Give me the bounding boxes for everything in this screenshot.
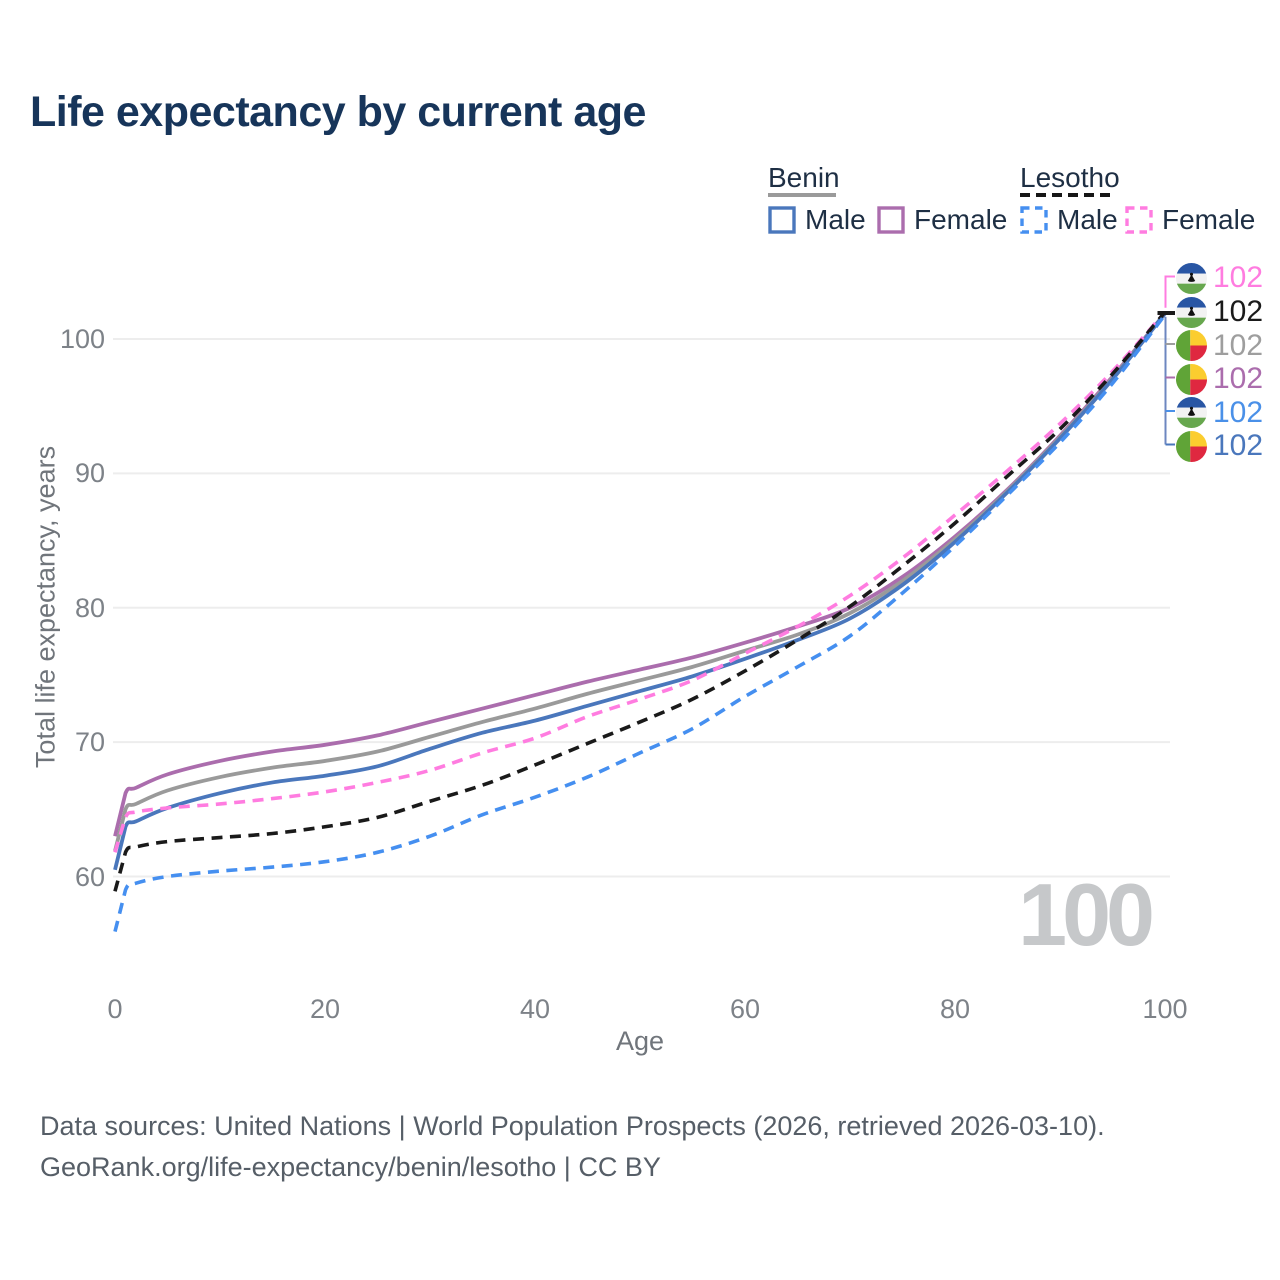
benin-male-swatch-icon[interactable] — [767, 205, 797, 235]
y-tick-label: 70 — [74, 727, 105, 758]
legend-item-benin-female[interactable]: Female — [876, 204, 1007, 236]
y-tick-label: 90 — [74, 458, 105, 489]
endpoint-value: 102 — [1213, 328, 1264, 362]
series-line-benin-male — [113, 312, 1167, 871]
legend-item-label: Female — [1162, 204, 1256, 235]
legend-country-lesotho: Lesotho — [1020, 162, 1120, 193]
legend-country-benin: Benin — [768, 162, 840, 193]
footer-attribution-line: GeoRank.org/life-expectancy/benin/lesoth… — [40, 1152, 661, 1182]
lesotho-male-swatch-icon[interactable] — [1019, 205, 1049, 235]
x-axis-title: Age — [615, 1026, 665, 1056]
footer-sources-line: Data sources: United Nations | World Pop… — [40, 1111, 1105, 1141]
y-tick-label: 80 — [74, 592, 105, 623]
footer: Data sources: United Nations | World Pop… — [40, 1106, 1105, 1188]
legend-underline-lesotho — [1020, 193, 1114, 197]
legend-item-label: Female — [914, 204, 1008, 235]
benin-flag-icon — [1176, 363, 1207, 395]
endpoint-value: 102 — [1213, 362, 1264, 395]
legend-item-lesotho-male[interactable]: Male — [1019, 204, 1118, 236]
endpoint-value: 102 — [1213, 395, 1264, 429]
endpoint-label-benin: 102 — [1176, 329, 1263, 363]
lesotho-female-swatch-icon[interactable] — [1124, 205, 1154, 235]
endpoint-label-lesotho-female: 102 — [1176, 261, 1263, 295]
x-tick-label: 100 — [1142, 994, 1188, 1024]
lesotho-flag-icon — [1176, 262, 1207, 294]
endpoint-label-benin-male: 102 — [1176, 429, 1263, 463]
age-watermark: 100 — [1018, 865, 1155, 964]
legend-underline-benin — [768, 193, 836, 197]
benin-female-swatch-icon[interactable] — [876, 205, 906, 235]
x-tick-label: 40 — [519, 994, 551, 1024]
benin-flag-icon — [1176, 430, 1207, 462]
series-line-lesotho-male — [113, 313, 1167, 933]
x-tick-label: 60 — [729, 994, 761, 1024]
lesotho-flag-icon — [1176, 397, 1207, 428]
legend-item-benin-male[interactable]: Male — [767, 204, 866, 236]
x-tick-label: 80 — [939, 994, 971, 1024]
legend-item-lesotho-female[interactable]: Female — [1124, 204, 1255, 236]
y-axis-title: Total life expectancy, years — [30, 445, 61, 769]
endpoint-label-benin-female: 102 — [1176, 362, 1263, 396]
endpoint-label-lesotho: 102 — [1176, 295, 1263, 329]
endpoint-value: 102 — [1213, 295, 1264, 328]
series-line-benin-female — [113, 312, 1167, 837]
endpoint-value: 102 — [1213, 261, 1264, 294]
legend-item-label: Male — [805, 204, 866, 235]
legend-item-label: Male — [1057, 204, 1118, 235]
page-title: Life expectancy by current age — [30, 88, 646, 136]
series-line-lesotho-female — [113, 310, 1167, 853]
x-tick-label: 0 — [107, 994, 123, 1024]
y-tick-label: 100 — [59, 324, 105, 354]
x-tick-label: 20 — [309, 994, 341, 1024]
lesotho-flag-icon — [1176, 296, 1207, 328]
leader-line-lesotho-female — [1164, 275, 1175, 308]
benin-flag-icon — [1176, 330, 1207, 361]
endpoint-value: 102 — [1213, 429, 1264, 462]
endpoint-label-lesotho-male: 102 — [1176, 396, 1263, 430]
series-line-benin — [113, 312, 1167, 852]
series-line-lesotho — [113, 310, 1167, 892]
y-tick-label: 60 — [74, 861, 105, 892]
